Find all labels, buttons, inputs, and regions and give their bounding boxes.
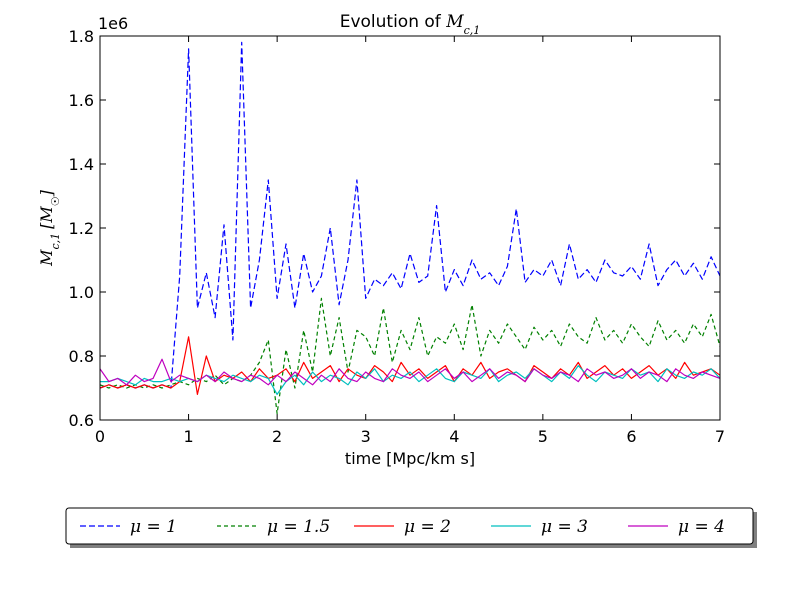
y-axis-label-unit-sub: ☉ <box>49 196 62 206</box>
x-tick-label: 3 <box>361 427 371 446</box>
y-offset-label: 1e6 <box>98 14 128 33</box>
chart-title: Evolution of Mc,1 <box>340 12 481 37</box>
y-tick-label: 1.4 <box>69 155 94 174</box>
x-tick-label: 7 <box>715 427 725 446</box>
series-line-0 <box>100 41 720 389</box>
chart-title-prefix: Evolution of <box>340 12 446 32</box>
y-tick-label: 1.8 <box>69 27 94 46</box>
plot-frame <box>99 35 721 421</box>
legend-label-3: μ = 3 <box>541 517 588 537</box>
legend-label-1: μ = 1.5 <box>267 517 330 537</box>
y-axis-label-unit-close: ] <box>37 189 56 197</box>
series-line-4 <box>100 358 720 386</box>
y-tick-label: 0.6 <box>69 411 94 430</box>
y-axis-label-unit: [M <box>37 206 56 229</box>
x-tick-label: 6 <box>626 427 636 446</box>
y-axis-label-math-sub: c,1 <box>49 233 62 250</box>
y-tick-label: 1.0 <box>69 283 94 302</box>
x-tick-label: 2 <box>272 427 282 446</box>
x-tick-label: 0 <box>95 427 105 446</box>
x-tick-label: 4 <box>449 427 459 446</box>
y-tick-label: 1.6 <box>69 91 94 110</box>
chart-title-math: M <box>445 12 464 32</box>
legend-box <box>65 507 754 545</box>
y-axis-label: Mc,1 [M☉] <box>37 189 62 267</box>
series-line-1 <box>100 297 720 415</box>
legend-label-2: μ = 2 <box>404 517 451 537</box>
y-tick-label: 1.2 <box>69 219 94 238</box>
x-tick-label: 5 <box>538 427 548 446</box>
x-axis-label: time [Mpc/km s] <box>345 449 475 468</box>
x-tick-label: 1 <box>183 427 193 446</box>
legend: μ = 1 μ = 1.5 μ = 2 μ = 3 μ = 4 <box>65 507 757 548</box>
series-layer <box>100 41 720 415</box>
y-axis-label-math: M <box>37 249 56 267</box>
x-ticks: 0 1 2 3 4 5 6 7 <box>95 36 725 446</box>
y-ticks: 0.6 0.8 1.0 1.2 1.4 1.6 1.8 <box>69 27 720 430</box>
series-line-2 <box>100 336 720 395</box>
legend-label-0: μ = 1 <box>130 517 177 537</box>
legend-label-4: μ = 4 <box>678 517 725 537</box>
chart-title-math-sub: c,1 <box>464 24 481 37</box>
y-tick-label: 0.8 <box>69 347 94 366</box>
